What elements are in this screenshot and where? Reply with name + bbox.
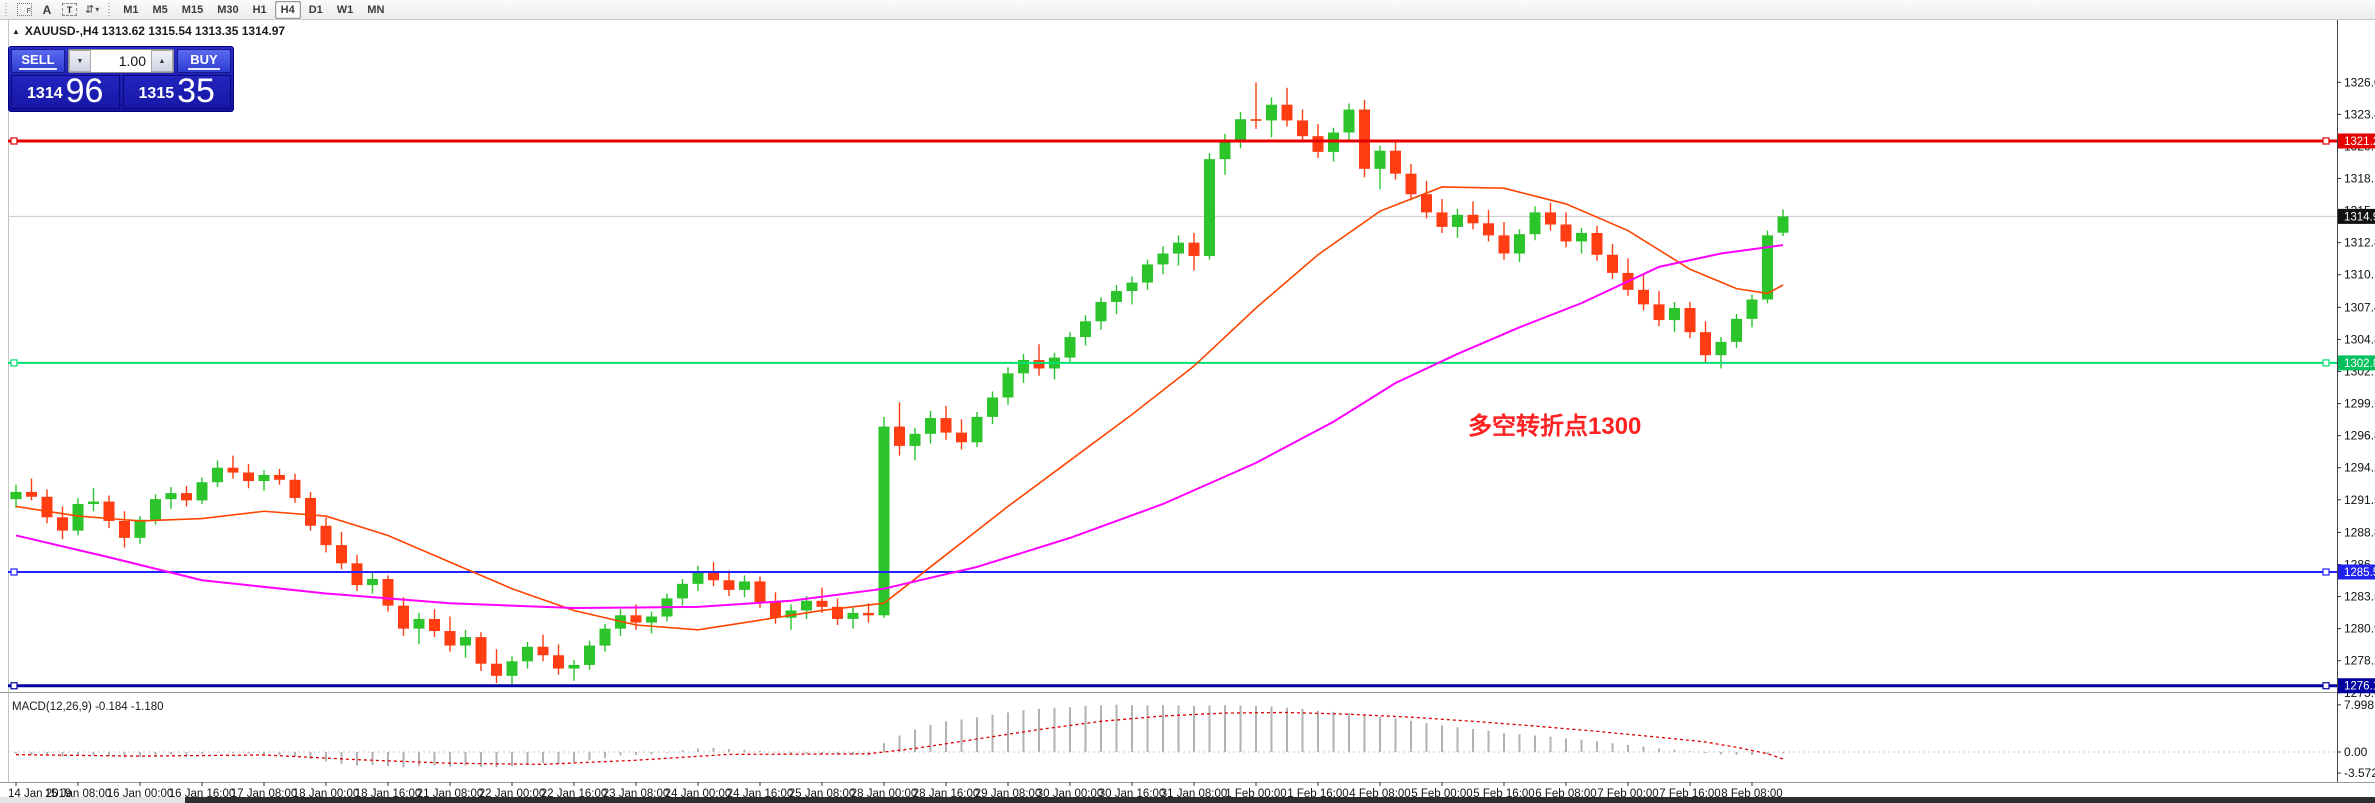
timeframe-button-w1[interactable]: W1 [336, 3, 354, 16]
svg-text:1288.85: 1288.85 [2344, 525, 2375, 539]
chart-window[interactable]: 1326.051323.401320.751318.101315.451312.… [0, 20, 2375, 803]
buy-button[interactable]: BUY [177, 49, 231, 73]
spin-down-icon: ▼ [76, 57, 84, 65]
svg-text:1283.55: 1283.55 [2344, 590, 2375, 604]
sell-price-small: 1314 [27, 85, 63, 102]
arrows-icon-glyph: ⇵ [85, 4, 94, 16]
svg-text:1296.85: 1296.85 [2344, 429, 2375, 443]
macd-signal-value: -1.180 [130, 701, 164, 713]
text-tool-icon[interactable]: A [37, 1, 57, 19]
svg-text:1310.15: 1310.15 [2344, 268, 2375, 282]
one-click-trading-panel: SELL ▼ ▲ BUY 1314 96 1315 35 [8, 46, 234, 112]
horizontal-scrollbar[interactable] [0, 797, 2375, 803]
chart-title: ▲ XAUUSD-,H4 1313.62 1315.54 1313.35 131… [12, 24, 285, 38]
sell-price-display[interactable]: 1314 96 [11, 72, 120, 110]
svg-text:1321.20: 1321.20 [2344, 136, 2375, 148]
svg-text:1307.45: 1307.45 [2344, 300, 2375, 314]
spin-up-icon: ▲ [158, 57, 166, 65]
arrows-tool-icon[interactable]: ⇵ ▾ [82, 1, 102, 19]
svg-text:1312.80: 1312.80 [2344, 236, 2375, 250]
svg-text:1323.40: 1323.40 [2344, 107, 2375, 121]
macd-name: MACD(12,26,9) [12, 701, 92, 713]
svg-text:0.00: 0.00 [2344, 745, 2368, 759]
dropdown-caret-icon[interactable]: ▾ [95, 5, 100, 14]
volume-stepper: ▼ ▲ [68, 49, 174, 73]
macd-indicator-label: MACD(12,26,9) -0.184 -1.180 [12, 701, 164, 713]
svg-text:7.998: 7.998 [2344, 698, 2374, 712]
timeframe-button-mn[interactable]: MN [367, 3, 385, 16]
timeframe-button-h1[interactable]: H1 [252, 3, 267, 16]
svg-text:1278.25: 1278.25 [2344, 654, 2375, 668]
svg-text:1276.18: 1276.18 [2344, 681, 2375, 693]
buy-price-small: 1315 [138, 85, 175, 102]
toolbar-grip[interactable] [4, 2, 9, 17]
timeframe-toolbar: M1 M5 M15 M30 H1 H4 D1 W1 MN [116, 0, 391, 19]
sell-price-big: 96 [65, 72, 104, 110]
chart-annotation-text: 多空转折点1300 [1468, 413, 1642, 440]
macd-main-value: -0.184 [95, 701, 128, 713]
sell-button[interactable]: SELL [11, 49, 65, 73]
toolbar-grip-2[interactable] [107, 2, 113, 17]
timeframe-button-m30[interactable]: M30 [217, 3, 239, 16]
buy-price-big: 35 [177, 72, 215, 110]
svg-text:-3.572: -3.572 [2344, 766, 2375, 780]
volume-down-button[interactable]: ▼ [69, 50, 91, 72]
buy-button-label: BUY [188, 52, 220, 70]
price-chart-canvas[interactable]: 1326.051323.401320.751318.101315.451312.… [0, 20, 2375, 803]
svg-text:1326.05: 1326.05 [2344, 75, 2375, 89]
svg-text:1280.90: 1280.90 [2344, 622, 2375, 636]
grid-f-icon[interactable]: F [14, 1, 35, 19]
svg-text:1299.50: 1299.50 [2344, 397, 2375, 411]
volume-up-button[interactable]: ▲ [151, 50, 173, 72]
top-toolbar: F A T ⇵ ▾ M1 M5 M15 M30 H1 H4 D1 W1 MN [0, 0, 2375, 20]
sell-button-label: SELL [19, 52, 57, 70]
svg-text:1314.97: 1314.97 [2344, 211, 2375, 223]
svg-text:1285.58: 1285.58 [2344, 567, 2375, 579]
collapse-icon[interactable]: ▲ [12, 26, 20, 36]
svg-text:1294.20: 1294.20 [2344, 461, 2375, 475]
timeframe-button-h4[interactable]: H4 [274, 0, 301, 19]
svg-text:1304.80: 1304.80 [2344, 332, 2375, 346]
svg-text:1291.55: 1291.55 [2344, 493, 2375, 507]
timeframe-button-d1[interactable]: D1 [308, 3, 323, 16]
svg-text:1302.86: 1302.86 [2344, 358, 2375, 370]
candles [10, 82, 1789, 685]
timeframe-button-m1[interactable]: M1 [123, 3, 139, 16]
macd-histogram [15, 704, 1784, 768]
text-label-icon[interactable]: T [59, 1, 80, 19]
scrollbar-thumb[interactable] [185, 797, 2375, 803]
grid-f-icon-glyph: F [17, 3, 32, 16]
buy-price-display[interactable]: 1315 35 [122, 72, 231, 110]
text-tool-icon-glyph: A [42, 2, 52, 17]
timeframe-button-m15[interactable]: M15 [181, 3, 204, 16]
text-label-icon-glyph: T [62, 3, 77, 16]
timeframe-button-m5[interactable]: M5 [152, 3, 168, 16]
volume-input[interactable] [91, 50, 151, 72]
svg-text:1318.10: 1318.10 [2344, 172, 2375, 186]
chart-title-text: XAUUSD-,H4 1313.62 1315.54 1313.35 1314.… [24, 24, 286, 38]
